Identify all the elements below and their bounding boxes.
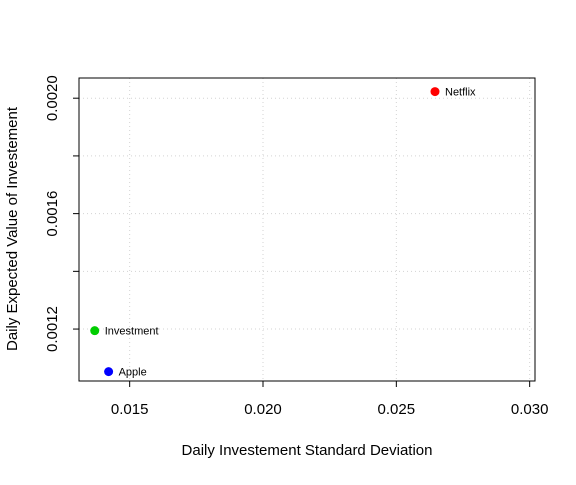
point-label-netflix: Netflix: [445, 87, 476, 99]
x-tick-label: 0.020: [244, 401, 282, 418]
data-point-apple: [104, 367, 114, 377]
point-label-investment: Investment: [105, 326, 159, 338]
data-points: Netflix Investment Apple: [90, 87, 476, 379]
x-tick-label: 0.025: [378, 401, 416, 418]
y-axis: 0.0012 0.0016 0.0020: [44, 75, 79, 352]
y-tick-label: 0.0012: [44, 306, 61, 352]
data-point-netflix: [430, 87, 440, 97]
plot-frame: [78, 77, 536, 382]
y-tick-label: 0.0016: [44, 191, 61, 237]
point-label-apple: Apple: [119, 367, 147, 379]
x-axis: 0.015 0.020 0.025 0.030: [111, 381, 549, 418]
x-tick-label: 0.030: [511, 401, 549, 418]
data-point-investment: [90, 326, 100, 336]
x-tick-label: 0.015: [111, 401, 149, 418]
y-axis-label: Daily Expected Value of Investement: [4, 106, 21, 351]
y-tick-label: 0.0020: [44, 75, 61, 121]
grid-lines: [79, 78, 535, 381]
x-axis-label: Daily Investement Standard Deviation: [182, 442, 433, 459]
